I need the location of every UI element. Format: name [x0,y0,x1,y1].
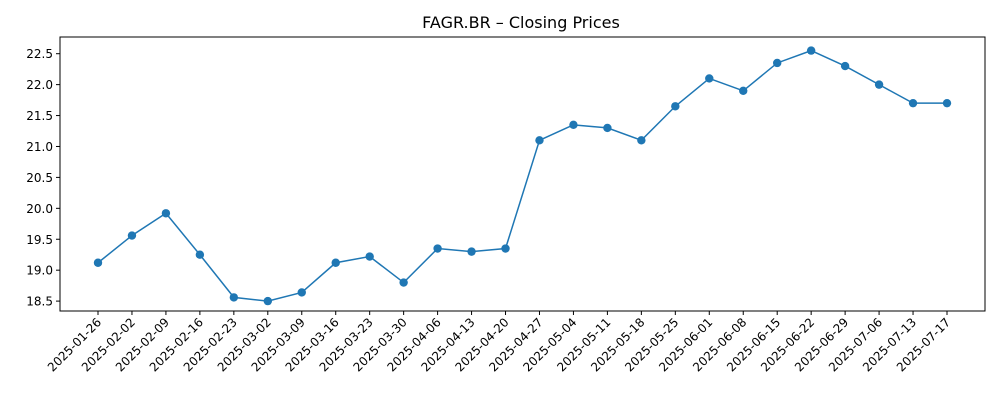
chart-title: FAGR.BR – Closing Prices [422,13,620,32]
data-point [331,258,340,267]
data-point [535,136,544,145]
data-point [637,136,646,145]
y-tick-label: 19.5 [26,233,53,247]
data-point [806,46,816,55]
y-tick-label: 20.5 [26,171,53,185]
y-tick-label: 20.0 [26,202,53,216]
data-point [908,98,918,108]
series-line [97,49,947,302]
data-point [840,61,850,71]
data-point [195,250,205,259]
y-tick-label: 21.0 [26,140,53,154]
data-point [93,258,103,267]
data-point [263,296,272,306]
data-point [739,86,748,96]
data-point [399,278,408,287]
series-layer [93,46,952,306]
data-point [773,58,782,68]
data-point [229,293,239,302]
data-point [161,209,171,218]
y-axis: 18.5 19.0 19.5 20.0 20.5 21.0 21.5 22.0 22.5 [26,47,60,309]
data-point [874,80,884,89]
y-tick-label: 22.5 [26,47,53,61]
data-point [467,247,476,256]
y-tick-label: 19.0 [26,264,53,278]
data-point [297,288,306,297]
data-point [569,120,578,130]
data-point [942,98,952,108]
data-point [365,252,374,261]
data-point [433,244,442,253]
data-point [501,244,510,253]
y-tick-label: 22.0 [26,78,53,92]
data-point [671,102,680,111]
y-tick-label: 21.5 [26,109,53,123]
x-axis: 2025-01-262025-02-022025-02-092025-02-16… [45,311,953,374]
data-point [705,74,714,83]
plot-frame [59,36,986,312]
data-point [127,231,137,240]
y-tick-label: 18.5 [26,295,53,309]
data-point [603,123,612,133]
